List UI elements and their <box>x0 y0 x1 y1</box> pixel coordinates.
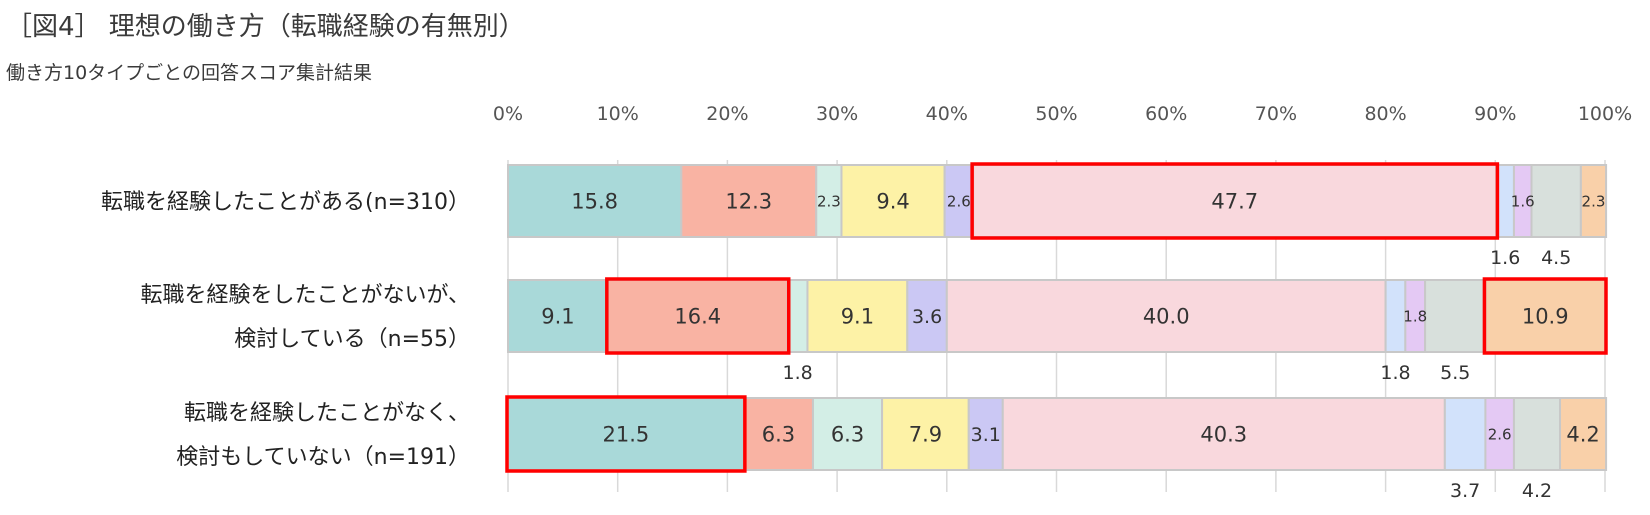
category-labels: 転職を経験したことがある(n=310） 転職を経験をしたことがないが、検討している… <box>101 190 470 470</box>
data-label: 9.1 <box>541 305 574 329</box>
chart-subtitle: 働き方10タイプごとの回答スコア集計結果 <box>6 62 372 84</box>
data-label-outside: 4.2 <box>1522 480 1552 502</box>
category-label: 転職を経験したことがある(n=310） <box>101 190 470 215</box>
data-label: 4.2 <box>1566 423 1599 447</box>
x-tick-label: 70% <box>1255 103 1297 125</box>
bar-segment <box>840 164 946 238</box>
x-tick-label: 20% <box>706 103 748 125</box>
x-tick-labels: 0% 10% 20% 30% 40% 50% 60% 70% 80% 90% 100% <box>493 103 1632 125</box>
bar-segment <box>1443 397 1487 471</box>
data-label: 3.1 <box>971 424 1001 446</box>
bar-segment <box>1512 397 1562 471</box>
highlight-box <box>970 162 1500 240</box>
bar-segment <box>1424 279 1487 353</box>
data-label: 15.8 <box>571 190 618 214</box>
highlight-box <box>505 395 747 473</box>
highlight-box <box>605 277 791 355</box>
bar-series <box>507 164 1608 471</box>
data-label: 2.3 <box>817 192 841 210</box>
data-label: 40.3 <box>1200 423 1247 447</box>
x-tick-label: 30% <box>816 103 858 125</box>
highlight-box <box>1482 277 1608 355</box>
bar-segment <box>1559 397 1608 471</box>
bar-segment <box>507 279 609 353</box>
data-label: 40.0 <box>1143 305 1190 329</box>
x-tick-label: 10% <box>597 103 639 125</box>
bar-segment <box>945 279 1387 353</box>
data-label: 2.3 <box>1582 192 1606 210</box>
data-label: 10.9 <box>1522 305 1569 329</box>
x-tick-label: 0% <box>493 103 523 125</box>
data-label: 2.6 <box>947 192 971 210</box>
data-label: 21.5 <box>603 423 650 447</box>
data-label: 16.4 <box>674 305 721 329</box>
bar-segment <box>1530 164 1582 238</box>
data-label: 2.6 <box>1488 425 1512 443</box>
category-label: 転職を経験したことがなく、 <box>184 401 470 426</box>
bar-segment <box>815 164 843 238</box>
data-label: 6.3 <box>762 423 795 447</box>
bar-segment <box>967 397 1004 471</box>
bar-segment <box>786 279 809 353</box>
bar-segment <box>906 279 948 353</box>
chart-title: ［図4］ 理想の働き方（転職経験の有無別） <box>6 12 525 42</box>
data-label: 47.7 <box>1211 190 1258 214</box>
data-label: 3.6 <box>912 306 942 328</box>
bar-segment <box>507 164 683 238</box>
data-label-outside: 1.6 <box>1490 247 1520 269</box>
data-label: 1.8 <box>1403 307 1427 325</box>
bar-segment <box>1001 397 1446 471</box>
x-tick-label: 40% <box>926 103 968 125</box>
category-label: 転職を経験をしたことがないが、 <box>140 283 470 308</box>
data-label-outside: 4.5 <box>1541 247 1571 269</box>
x-tick-label: 80% <box>1364 103 1406 125</box>
data-label-outside: 1.8 <box>782 362 812 384</box>
data-label: 1.6 <box>1511 192 1535 210</box>
x-tick-label: 50% <box>1035 103 1077 125</box>
data-label: 6.3 <box>831 423 864 447</box>
data-label: 9.4 <box>876 190 909 214</box>
data-labels: 15.8 12.3 2.3 9.4 2.6 47.7 1.6 2.3 1.6 4.5 9.1 16.4… <box>541 190 1605 502</box>
x-tick-label: 100% <box>1578 103 1632 125</box>
category-label: 検討している（n=55） <box>234 327 470 352</box>
data-label: 9.1 <box>841 305 874 329</box>
category-label: 検討もしていない（n=191） <box>176 445 470 470</box>
bar-segment <box>1579 164 1608 238</box>
data-label: 7.9 <box>909 423 942 447</box>
x-tick-label: 60% <box>1145 103 1187 125</box>
bar-segment <box>680 164 818 238</box>
data-label: 12.3 <box>725 190 772 214</box>
data-label-outside: 3.7 <box>1450 480 1480 502</box>
highlight-boxes <box>505 162 1608 473</box>
data-label-outside: 1.8 <box>1380 362 1410 384</box>
data-label-outside: 5.5 <box>1440 362 1470 384</box>
x-tick-label: 90% <box>1474 103 1516 125</box>
